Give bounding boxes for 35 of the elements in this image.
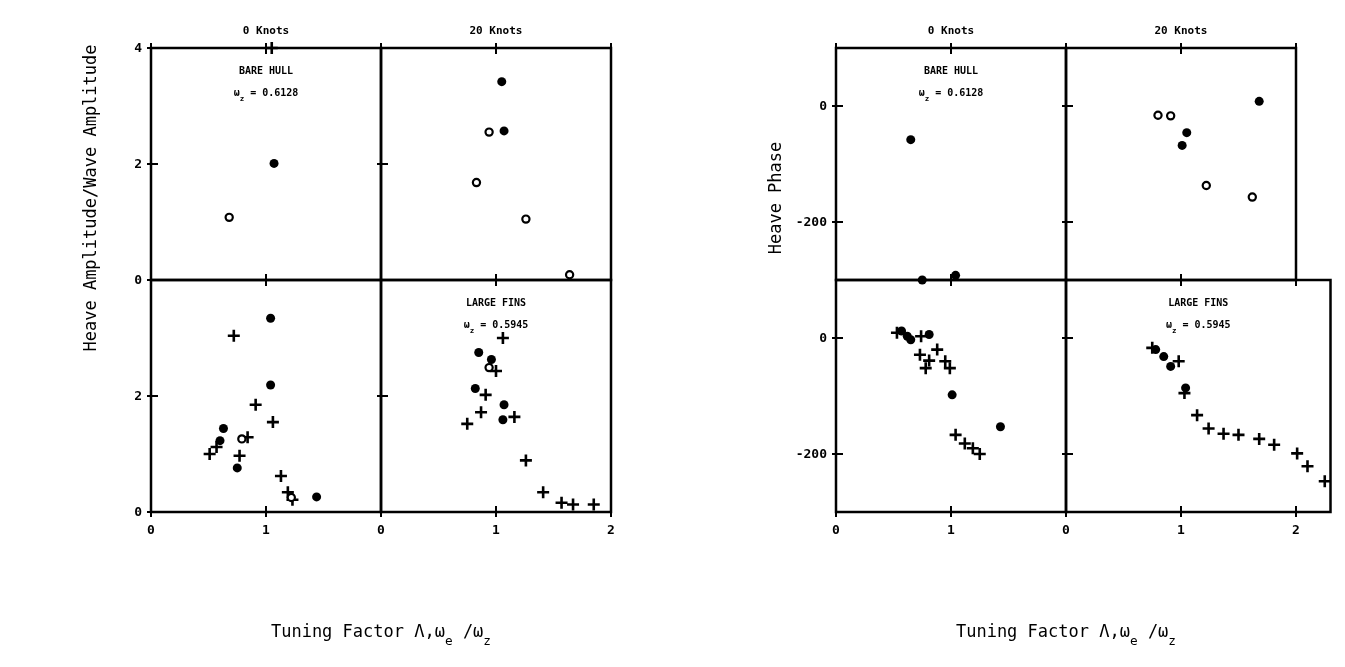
x-axis-title: Tuning Factor Λ,ω$_{e}$/ω$_{z}$ — [955, 621, 1177, 648]
x-axis-title: Tuning Factor Λ,ω$_{e}$/ω$_{z}$ — [270, 621, 492, 648]
chart-title: 20 Knots — [469, 24, 523, 37]
x-tick-label: 1 — [492, 522, 501, 537]
y-tick-label: 4 — [134, 40, 143, 55]
annotation: BARE HULL — [238, 65, 294, 76]
x-tick-label: 0 — [377, 522, 386, 537]
x-tick-label: 2 — [1292, 522, 1300, 537]
y-tick-label: 0 — [134, 504, 143, 519]
x-tick-label: 1 — [262, 522, 271, 537]
y-tick-label: 2 — [134, 156, 142, 171]
annotation: BARE HULL — [923, 65, 979, 76]
annotation: ω$_{z}$ = 0.6128 — [918, 87, 984, 103]
x-tick-label: 1 — [947, 522, 956, 537]
x-tick-label: 0 — [832, 522, 841, 537]
annotation: ω$_{z}$ = 0.6128 — [233, 87, 299, 103]
y-tick-label: -200 — [795, 214, 828, 229]
annotation: ω$_{z}$ = 0.5945 — [463, 319, 529, 335]
annotation: ω$_{z}$ = 0.5945 — [1165, 319, 1231, 335]
x-tick-label: 2 — [607, 522, 615, 537]
x-tick-label: 0 — [1062, 522, 1071, 537]
x-tick-label: 0 — [147, 522, 156, 537]
y-tick-label: 0 — [819, 330, 828, 345]
y-tick-label: 0 — [819, 98, 828, 113]
chart-title: 0 Knots — [242, 24, 290, 37]
x-tick-label: 1 — [1177, 522, 1186, 537]
chart-title: 20 Knots — [1154, 24, 1208, 37]
annotation: LARGE FINS — [1168, 297, 1229, 308]
y-tick-label: -200 — [795, 446, 828, 461]
y-axis-title: Heave Amplitude/Wave Amplitude — [80, 44, 100, 352]
chart-title: 0 Knots — [927, 24, 975, 37]
y-tick-label: 2 — [134, 388, 142, 403]
y-axis-title: Heave Phase — [765, 141, 785, 255]
y-tick-label: 0 — [134, 272, 143, 287]
annotation: LARGE FINS — [465, 297, 527, 308]
